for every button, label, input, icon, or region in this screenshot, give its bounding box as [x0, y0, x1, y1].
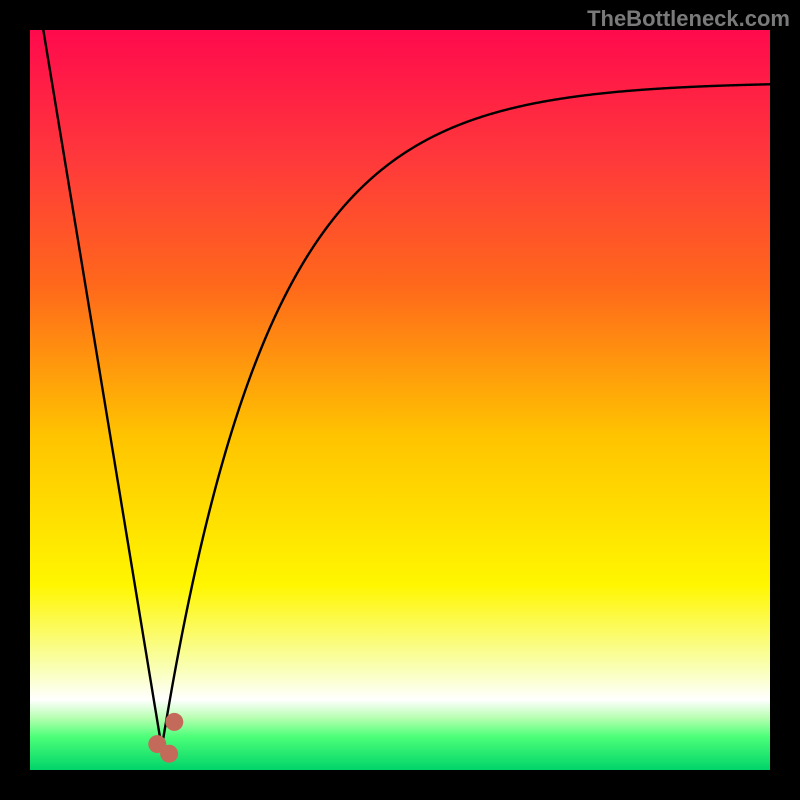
chart-container: { "watermark": { "text": "TheBottleneck.… — [0, 0, 800, 800]
marker-point — [165, 713, 183, 731]
watermark-text: TheBottleneck.com — [587, 6, 790, 32]
plot-background — [30, 30, 770, 770]
bottleneck-chart — [0, 0, 800, 800]
marker-point — [160, 745, 178, 763]
